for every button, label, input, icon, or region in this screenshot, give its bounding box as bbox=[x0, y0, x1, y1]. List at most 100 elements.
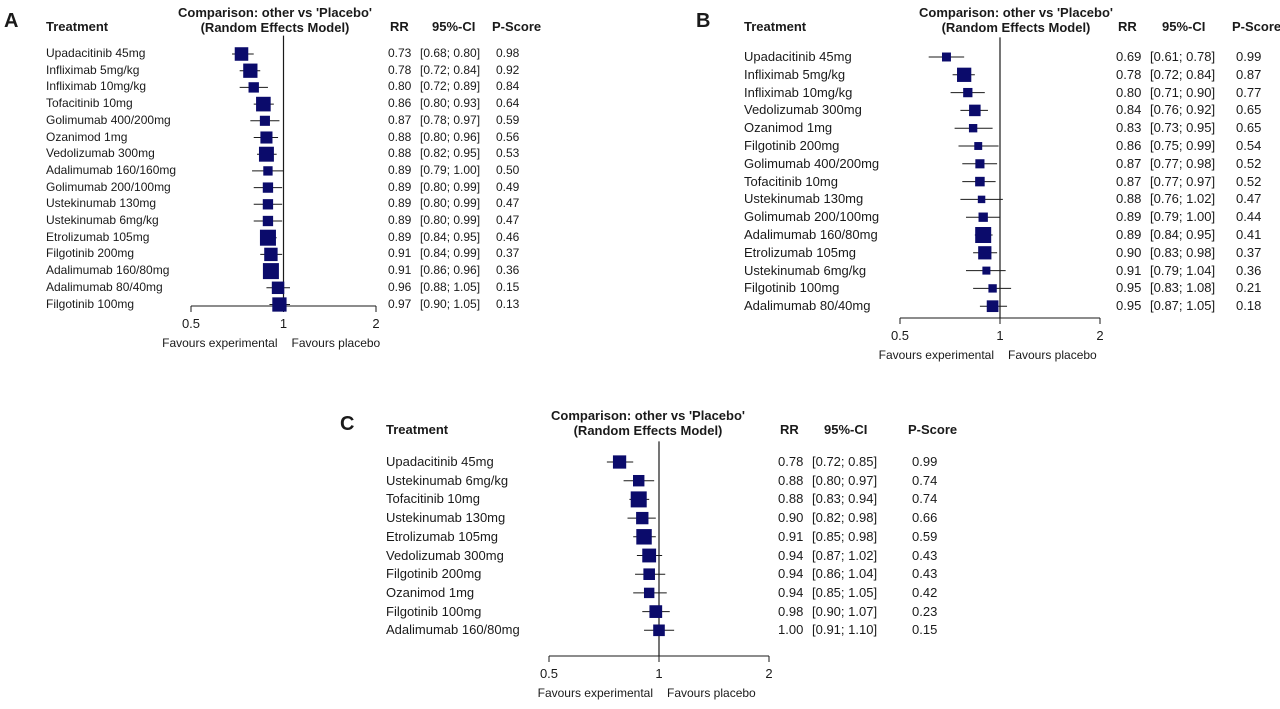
col-header-ci: 95%-CI bbox=[432, 19, 476, 34]
effect-marker bbox=[968, 124, 978, 133]
rr-value: 0.87 bbox=[1116, 173, 1142, 189]
effect-marker bbox=[630, 491, 647, 508]
col-header-treatment: Treatment bbox=[386, 422, 449, 437]
ci-value: [0.79; 1.00] bbox=[1150, 209, 1216, 225]
pscore-value: 0.41 bbox=[1236, 227, 1262, 242]
treatment-label: Tofacitinib 10mg bbox=[46, 96, 133, 111]
x-tick-label: 2 bbox=[1096, 328, 1103, 343]
rr-value: 0.91 bbox=[388, 263, 412, 278]
treatment-label: Golimumab 200/100mg bbox=[744, 209, 880, 225]
rr-value: 0.91 bbox=[778, 528, 804, 544]
rr-value: 0.88 bbox=[388, 146, 412, 161]
effect-marker bbox=[612, 455, 627, 469]
effect-marker bbox=[271, 281, 285, 295]
rr-value: 0.96 bbox=[388, 279, 412, 294]
effect-marker bbox=[262, 263, 279, 280]
x-tick-label: 0.5 bbox=[891, 328, 909, 343]
treatment-label: Ustekinumab 130mg bbox=[46, 196, 157, 211]
ci-value: [0.84; 0.95] bbox=[420, 229, 481, 244]
rr-value: 0.88 bbox=[388, 129, 412, 144]
ci-value: [0.80; 0.99] bbox=[420, 179, 481, 194]
ci-value: [0.68; 0.80] bbox=[420, 46, 481, 60]
effect-marker bbox=[941, 52, 951, 62]
treatment-label: Ustekinumab 6mg/kg bbox=[46, 213, 159, 227]
treatment-label: Ustekinumab 6mg/kg bbox=[744, 262, 867, 278]
rr-value: 0.88 bbox=[778, 491, 804, 507]
pscore-value: 0.99 bbox=[1236, 49, 1262, 64]
rr-value: 0.89 bbox=[388, 179, 412, 194]
ci-value: [0.71; 0.90] bbox=[1150, 84, 1216, 100]
ci-value: [0.72; 0.84] bbox=[420, 62, 481, 77]
ci-value: [0.80; 0.96] bbox=[420, 129, 481, 144]
effect-marker bbox=[272, 297, 287, 312]
pscore-value: 0.50 bbox=[496, 162, 520, 177]
panel-label: B bbox=[696, 10, 711, 32]
col-header-ci: 95%-CI bbox=[824, 422, 868, 437]
rr-value: 0.84 bbox=[1116, 102, 1142, 118]
x-tick-label: 1 bbox=[655, 666, 662, 681]
effect-marker bbox=[978, 246, 992, 260]
effect-marker bbox=[653, 624, 665, 637]
pscore-value: 0.59 bbox=[496, 112, 520, 127]
effect-marker bbox=[649, 605, 663, 618]
pscore-value: 0.87 bbox=[1236, 66, 1262, 82]
pscore-value: 0.59 bbox=[912, 528, 938, 544]
rr-value: 0.78 bbox=[388, 62, 412, 77]
rr-value: 0.94 bbox=[778, 547, 804, 563]
treatment-label: Filgotinib 200mg bbox=[386, 566, 482, 582]
ci-value: [0.77; 0.98] bbox=[1150, 155, 1216, 171]
col-header-rr: RR bbox=[390, 19, 409, 34]
x-tick-label: 1 bbox=[280, 316, 287, 331]
ci-value: [0.90; 1.07] bbox=[812, 603, 878, 619]
ci-value: [0.84; 0.95] bbox=[1150, 227, 1216, 242]
col-header-rr: RR bbox=[1118, 19, 1137, 34]
pscore-value: 0.47 bbox=[496, 196, 520, 211]
treatment-label: Adalimumab 160/80mg bbox=[46, 263, 170, 278]
effect-marker bbox=[642, 548, 657, 563]
rr-value: 0.89 bbox=[388, 213, 412, 227]
effect-marker bbox=[957, 67, 972, 82]
chart-subtitle: (Random Effects Model) bbox=[941, 20, 1091, 35]
treatment-label: Adalimumab 80/40mg bbox=[744, 298, 871, 314]
ci-value: [0.86; 0.96] bbox=[420, 263, 481, 278]
effect-marker bbox=[262, 215, 274, 227]
rr-value: 0.89 bbox=[388, 196, 412, 211]
rr-value: 0.94 bbox=[778, 566, 804, 582]
pscore-value: 0.56 bbox=[496, 129, 520, 144]
ci-value: [0.80; 0.99] bbox=[420, 196, 481, 211]
rr-value: 0.89 bbox=[388, 229, 412, 244]
ci-value: [0.85; 0.98] bbox=[812, 528, 878, 544]
treatment-label: Tofacitinib 10mg bbox=[386, 491, 480, 507]
favours-left-label: Favours experimental bbox=[878, 348, 994, 362]
rr-value: 0.80 bbox=[1116, 84, 1142, 100]
ci-value: [0.78; 0.97] bbox=[420, 112, 481, 127]
pscore-value: 0.36 bbox=[496, 263, 520, 278]
effect-marker bbox=[975, 227, 992, 243]
x-tick-label: 2 bbox=[765, 666, 772, 681]
rr-value: 0.94 bbox=[778, 584, 804, 600]
pscore-value: 0.65 bbox=[1236, 120, 1262, 136]
treatment-label: Infliximab 5mg/kg bbox=[744, 66, 846, 82]
pscore-value: 0.44 bbox=[1236, 209, 1262, 225]
col-header-treatment: Treatment bbox=[46, 19, 109, 34]
effect-marker bbox=[248, 82, 259, 93]
treatment-label: Infliximab 10mg/kg bbox=[744, 84, 853, 100]
treatment-label: Ozanimod 1mg bbox=[46, 129, 128, 144]
effect-marker bbox=[262, 182, 274, 193]
ci-value: [0.86; 1.04] bbox=[812, 566, 878, 582]
pscore-value: 0.66 bbox=[912, 510, 938, 526]
treatment-label: Adalimumab 160/80mg bbox=[386, 622, 520, 638]
effect-marker bbox=[633, 474, 645, 487]
rr-value: 0.89 bbox=[1116, 209, 1142, 225]
rr-value: 0.91 bbox=[388, 246, 412, 261]
ci-value: [0.79; 1.04] bbox=[1150, 262, 1216, 278]
effect-marker bbox=[975, 176, 985, 187]
effect-marker bbox=[263, 166, 273, 176]
ci-value: [0.87; 1.05] bbox=[1150, 298, 1216, 314]
rr-value: 0.88 bbox=[1116, 191, 1142, 207]
rr-value: 0.95 bbox=[1116, 298, 1142, 314]
effect-marker bbox=[982, 266, 991, 275]
pscore-value: 0.37 bbox=[1236, 244, 1262, 260]
